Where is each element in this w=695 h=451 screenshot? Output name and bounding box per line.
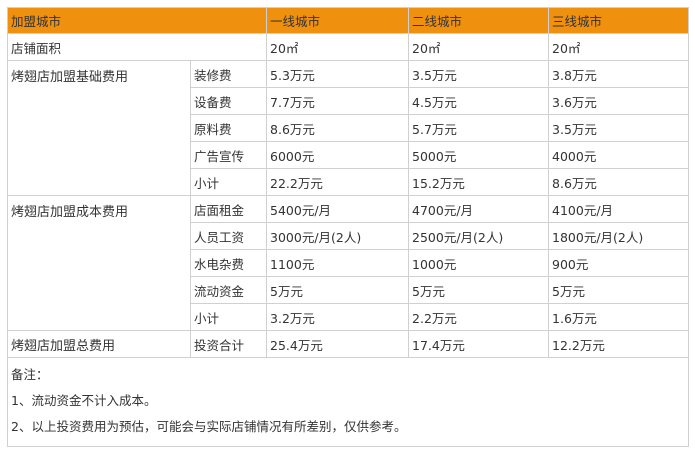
- table-row: 流动资金 5万元 5万元 5万元: [8, 276, 690, 304]
- cost-value: 8.6万元: [548, 168, 690, 196]
- header-city: 二线城市: [408, 7, 550, 34]
- group-label: 烤翅店加盟基础费用: [7, 60, 191, 196]
- cost-value: 1800元/月(2人): [548, 222, 690, 250]
- cost-value: 5万元: [266, 276, 410, 304]
- item-label: 小计: [189, 168, 268, 196]
- header-label: 加盟城市: [6, 7, 268, 34]
- cost-value: 5.7万元: [408, 114, 550, 142]
- cost-value: 25.4万元: [266, 330, 410, 358]
- item-label: 流动资金: [189, 276, 268, 304]
- item-label: 投资合计: [189, 330, 268, 358]
- item-label: 广告宣传: [189, 141, 268, 169]
- cost-value: 4000元: [548, 141, 690, 169]
- header-city: 一线城市: [266, 7, 410, 34]
- cost-value: 5万元: [548, 276, 690, 304]
- cost-value: 3.5万元: [548, 114, 690, 142]
- cost-value: 3000元/月(2人): [266, 222, 410, 250]
- cost-value: 2.2万元: [408, 303, 550, 331]
- item-label: 装修费: [189, 60, 268, 88]
- table-row: 烤翅店加盟成本费用 店面租金 5400元/月 4700元/月 4100元/月: [7, 195, 690, 331]
- item-label: 人员工资: [189, 222, 268, 250]
- cost-value: 1100元: [266, 249, 410, 277]
- item-label: 原料费: [189, 114, 268, 142]
- item-label: 设备费: [189, 87, 268, 115]
- cost-value: 5万元: [408, 276, 550, 304]
- table-row: 设备费 7.7万元 4.5万元 3.6万元: [8, 87, 690, 115]
- area-value: 20㎡: [266, 33, 410, 61]
- item-label: 小计: [189, 303, 268, 331]
- cost-value: 3.8万元: [548, 60, 690, 88]
- cost-value: 8.6万元: [266, 114, 410, 142]
- cost-value: 15.2万元: [408, 168, 550, 196]
- area-value: 20㎡: [548, 33, 690, 61]
- cost-value: 900元: [548, 249, 690, 277]
- table-row: 原料费 8.6万元 5.7万元 3.5万元: [8, 114, 690, 142]
- cost-value: 2500元/月(2人): [408, 222, 550, 250]
- cost-value: 5400元/月: [266, 195, 410, 223]
- table-row: 小计 22.2万元 15.2万元 8.6万元: [8, 168, 690, 196]
- cost-value: 12.2万元: [548, 330, 690, 358]
- franchise-cost-table: 加盟城市 一线城市 二线城市 三线城市 店铺面积 20㎡ 20㎡ 20㎡ 烤翅店…: [6, 7, 690, 447]
- cost-value: 3.6万元: [548, 87, 690, 115]
- table-row: 广告宣传 6000元 5000元 4000元: [8, 141, 690, 169]
- cost-value: 1000元: [408, 249, 550, 277]
- note-line: 1、流动资金不计入成本。: [11, 393, 157, 408]
- note-line: 2、以上投资费用为预估，可能会与实际店铺情况有所差别，仅供参考。: [11, 419, 407, 434]
- table-row: 人员工资 3000元/月(2人) 2500元/月(2人) 1800元/月(2人): [8, 222, 690, 250]
- cost-value: 3.5万元: [408, 60, 550, 88]
- cost-value: 4100元/月: [548, 195, 690, 223]
- area-label: 店铺面积: [6, 33, 268, 61]
- group-label: 烤翅店加盟总费用: [7, 330, 191, 358]
- note-line: 备注：: [11, 367, 49, 382]
- cost-value: 5000元: [408, 141, 550, 169]
- cost-value: 4.5万元: [408, 87, 550, 115]
- notes: 备注： 1、流动资金不计入成本。 2、以上投资费用为预估，可能会与实际店铺情况有所差…: [6, 357, 690, 447]
- cost-value: 3.2万元: [266, 303, 410, 331]
- table-row: 小计 3.2万元 2.2万元 1.6万元: [8, 303, 690, 331]
- table-row: 水电杂费 1100元 1000元 900元: [8, 249, 690, 277]
- cost-value: 7.7万元: [266, 87, 410, 115]
- cost-value: 1.6万元: [548, 303, 690, 331]
- cost-value: 6000元: [266, 141, 410, 169]
- cost-value: 5.3万元: [266, 60, 410, 88]
- header-city: 三线城市: [548, 7, 690, 34]
- area-row: 店铺面积 20㎡ 20㎡ 20㎡: [6, 33, 690, 61]
- group-label: 烤翅店加盟成本费用: [7, 195, 191, 331]
- cost-value: 17.4万元: [408, 330, 550, 358]
- table-row: 烤翅店加盟总费用 投资合计 25.4万元 17.4万元 12.2万元: [7, 330, 690, 358]
- area-value: 20㎡: [408, 33, 550, 61]
- header-row: 加盟城市 一线城市 二线城市 三线城市: [6, 7, 690, 34]
- item-label: 店面租金: [189, 195, 268, 223]
- cost-value: 22.2万元: [266, 168, 410, 196]
- item-label: 水电杂费: [189, 249, 268, 277]
- table-row: 烤翅店加盟基础费用 装修费 5.3万元 3.5万元 3.8万元: [7, 60, 690, 196]
- cost-value: 4700元/月: [408, 195, 550, 223]
